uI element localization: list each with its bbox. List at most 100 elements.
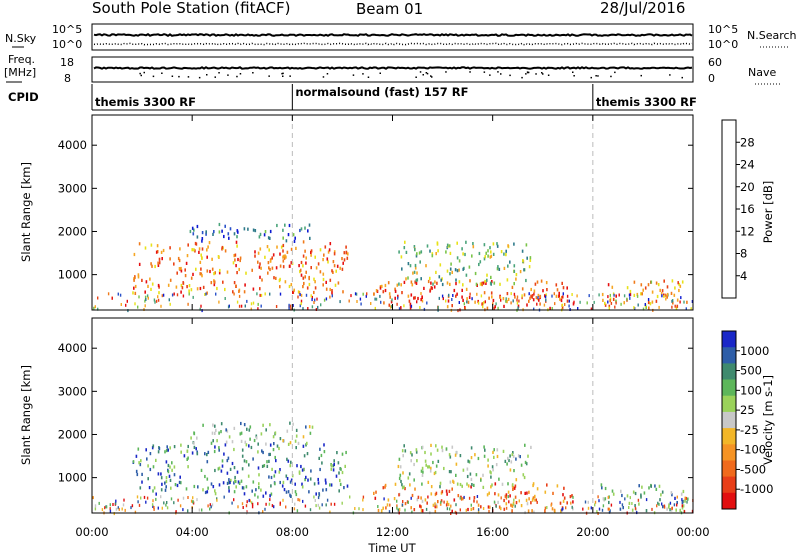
velocity-echo-cell xyxy=(330,467,333,471)
velocity-echo-cell xyxy=(137,447,140,451)
velocity-noise-cell xyxy=(565,506,567,510)
power-noise-cell xyxy=(416,300,418,304)
power-echo-cell xyxy=(436,281,438,285)
velocity-echo-cell xyxy=(298,470,301,474)
power-noise-cell xyxy=(528,292,530,296)
power-echo-cell xyxy=(292,290,294,294)
velocity-echo-cell xyxy=(330,483,333,487)
power-noise-cell xyxy=(155,299,158,303)
power-echo-cell xyxy=(252,228,255,232)
velocity-noise-cell xyxy=(434,502,436,506)
velocity-echo-cell xyxy=(400,479,402,484)
nave-point xyxy=(268,75,270,77)
velocity-echo-cell xyxy=(466,467,469,471)
power-echo-cell xyxy=(222,280,224,284)
power-echo-cell xyxy=(319,248,322,252)
velocity-echo-cell xyxy=(225,440,228,444)
power-echo-cell xyxy=(558,291,560,295)
power-noise-cell xyxy=(564,303,566,306)
velocity-echo-cell xyxy=(343,486,345,490)
velocity-echo-cell xyxy=(187,444,189,449)
velocity-cbar-tick-label: 500 xyxy=(740,364,762,378)
velocity-echo-cell xyxy=(286,429,289,433)
power-noise-cell xyxy=(551,307,553,310)
power-echo-cell xyxy=(456,256,459,260)
power-echo-cell xyxy=(647,283,650,287)
power-echo-cell xyxy=(201,239,203,243)
nave-point xyxy=(527,71,530,74)
power-echo-cell xyxy=(180,283,183,288)
power-echo-cell xyxy=(663,279,665,283)
power-echo-cell xyxy=(468,265,471,269)
power-echo-cell xyxy=(234,258,236,262)
velocity-echo-cell xyxy=(475,473,478,477)
power-echo-cell xyxy=(436,241,439,245)
power-echo-cell xyxy=(327,260,329,264)
velocity-echo-cell xyxy=(496,454,499,459)
power-echo-cell xyxy=(483,257,486,261)
velocity-noise-cell xyxy=(101,508,104,512)
velocity-noise-cell xyxy=(296,509,299,513)
power-echo-cell xyxy=(196,224,199,229)
velocity-echo-cell xyxy=(600,483,603,487)
power-echo-cell xyxy=(678,288,680,293)
power-noise-cell xyxy=(561,303,564,307)
velocity-echo-cell xyxy=(269,494,271,498)
power-noise-cell xyxy=(227,305,230,309)
power-echo-cell xyxy=(304,226,306,230)
velocity-echo-cell xyxy=(289,421,291,425)
power-noise-cell xyxy=(144,295,147,299)
power-noise-cell xyxy=(244,304,246,308)
velocity-echo-cell xyxy=(446,492,448,496)
velocity-echo-cell xyxy=(620,489,622,493)
power-echo-cell xyxy=(461,288,463,292)
velocity-noise-cell xyxy=(470,503,472,507)
power-echo-cell xyxy=(343,258,346,262)
velocity-echo-cell xyxy=(515,478,518,482)
velocity-echo-cell xyxy=(220,469,223,473)
power-echo-cell xyxy=(645,305,647,309)
velocity-echo-cell xyxy=(250,445,253,450)
velocity-echo-cell xyxy=(676,501,678,505)
velocity-echo-cell xyxy=(190,436,192,440)
power-noise-cell xyxy=(339,300,341,304)
power-echo-cell xyxy=(327,250,330,254)
power-echo-cell xyxy=(484,255,486,259)
power-echo-cell xyxy=(206,255,208,259)
power-echo-cell xyxy=(180,266,182,271)
power-echo-cell xyxy=(633,293,636,297)
nave-point xyxy=(282,75,284,77)
power-echo-cell xyxy=(539,294,542,298)
power-echo-cell xyxy=(389,295,391,299)
velocity-noise-cell xyxy=(317,496,320,500)
velocity-noise-cell xyxy=(562,507,564,511)
velocity-echo-cell xyxy=(454,453,457,457)
velocity-echo-cell xyxy=(603,498,605,502)
power-echo-cell xyxy=(496,267,499,271)
power-echo-cell xyxy=(429,249,431,253)
velocity-noise-cell xyxy=(594,503,596,507)
power-echo-cell xyxy=(492,242,495,246)
power-echo-cell xyxy=(229,227,232,231)
velocity-echo-cell xyxy=(551,507,554,511)
velocity-noise-cell xyxy=(396,506,398,510)
velocity-echo-cell xyxy=(483,445,485,449)
velocity-echo-cell xyxy=(180,450,182,454)
power-noise-cell xyxy=(380,300,382,304)
power-echo-cell xyxy=(400,255,403,259)
power-noise-cell xyxy=(484,300,486,304)
power-noise-cell xyxy=(157,298,160,302)
velocity-echo-cell xyxy=(272,435,275,439)
velocity-noise-cell xyxy=(341,501,343,505)
velocity-echo-cell xyxy=(552,491,554,495)
power-noise-cell xyxy=(544,295,547,299)
power-echo-cell xyxy=(478,251,481,256)
velocity-noise-cell xyxy=(241,502,244,506)
power-echo-cell xyxy=(267,261,270,265)
power-echo-cell xyxy=(449,282,451,286)
power-noise-cell xyxy=(421,296,423,299)
power-echo-cell xyxy=(191,248,193,252)
power-noise-cell xyxy=(246,299,248,303)
power-echo-cell xyxy=(449,251,452,255)
velocity-echo-cell xyxy=(167,448,169,452)
